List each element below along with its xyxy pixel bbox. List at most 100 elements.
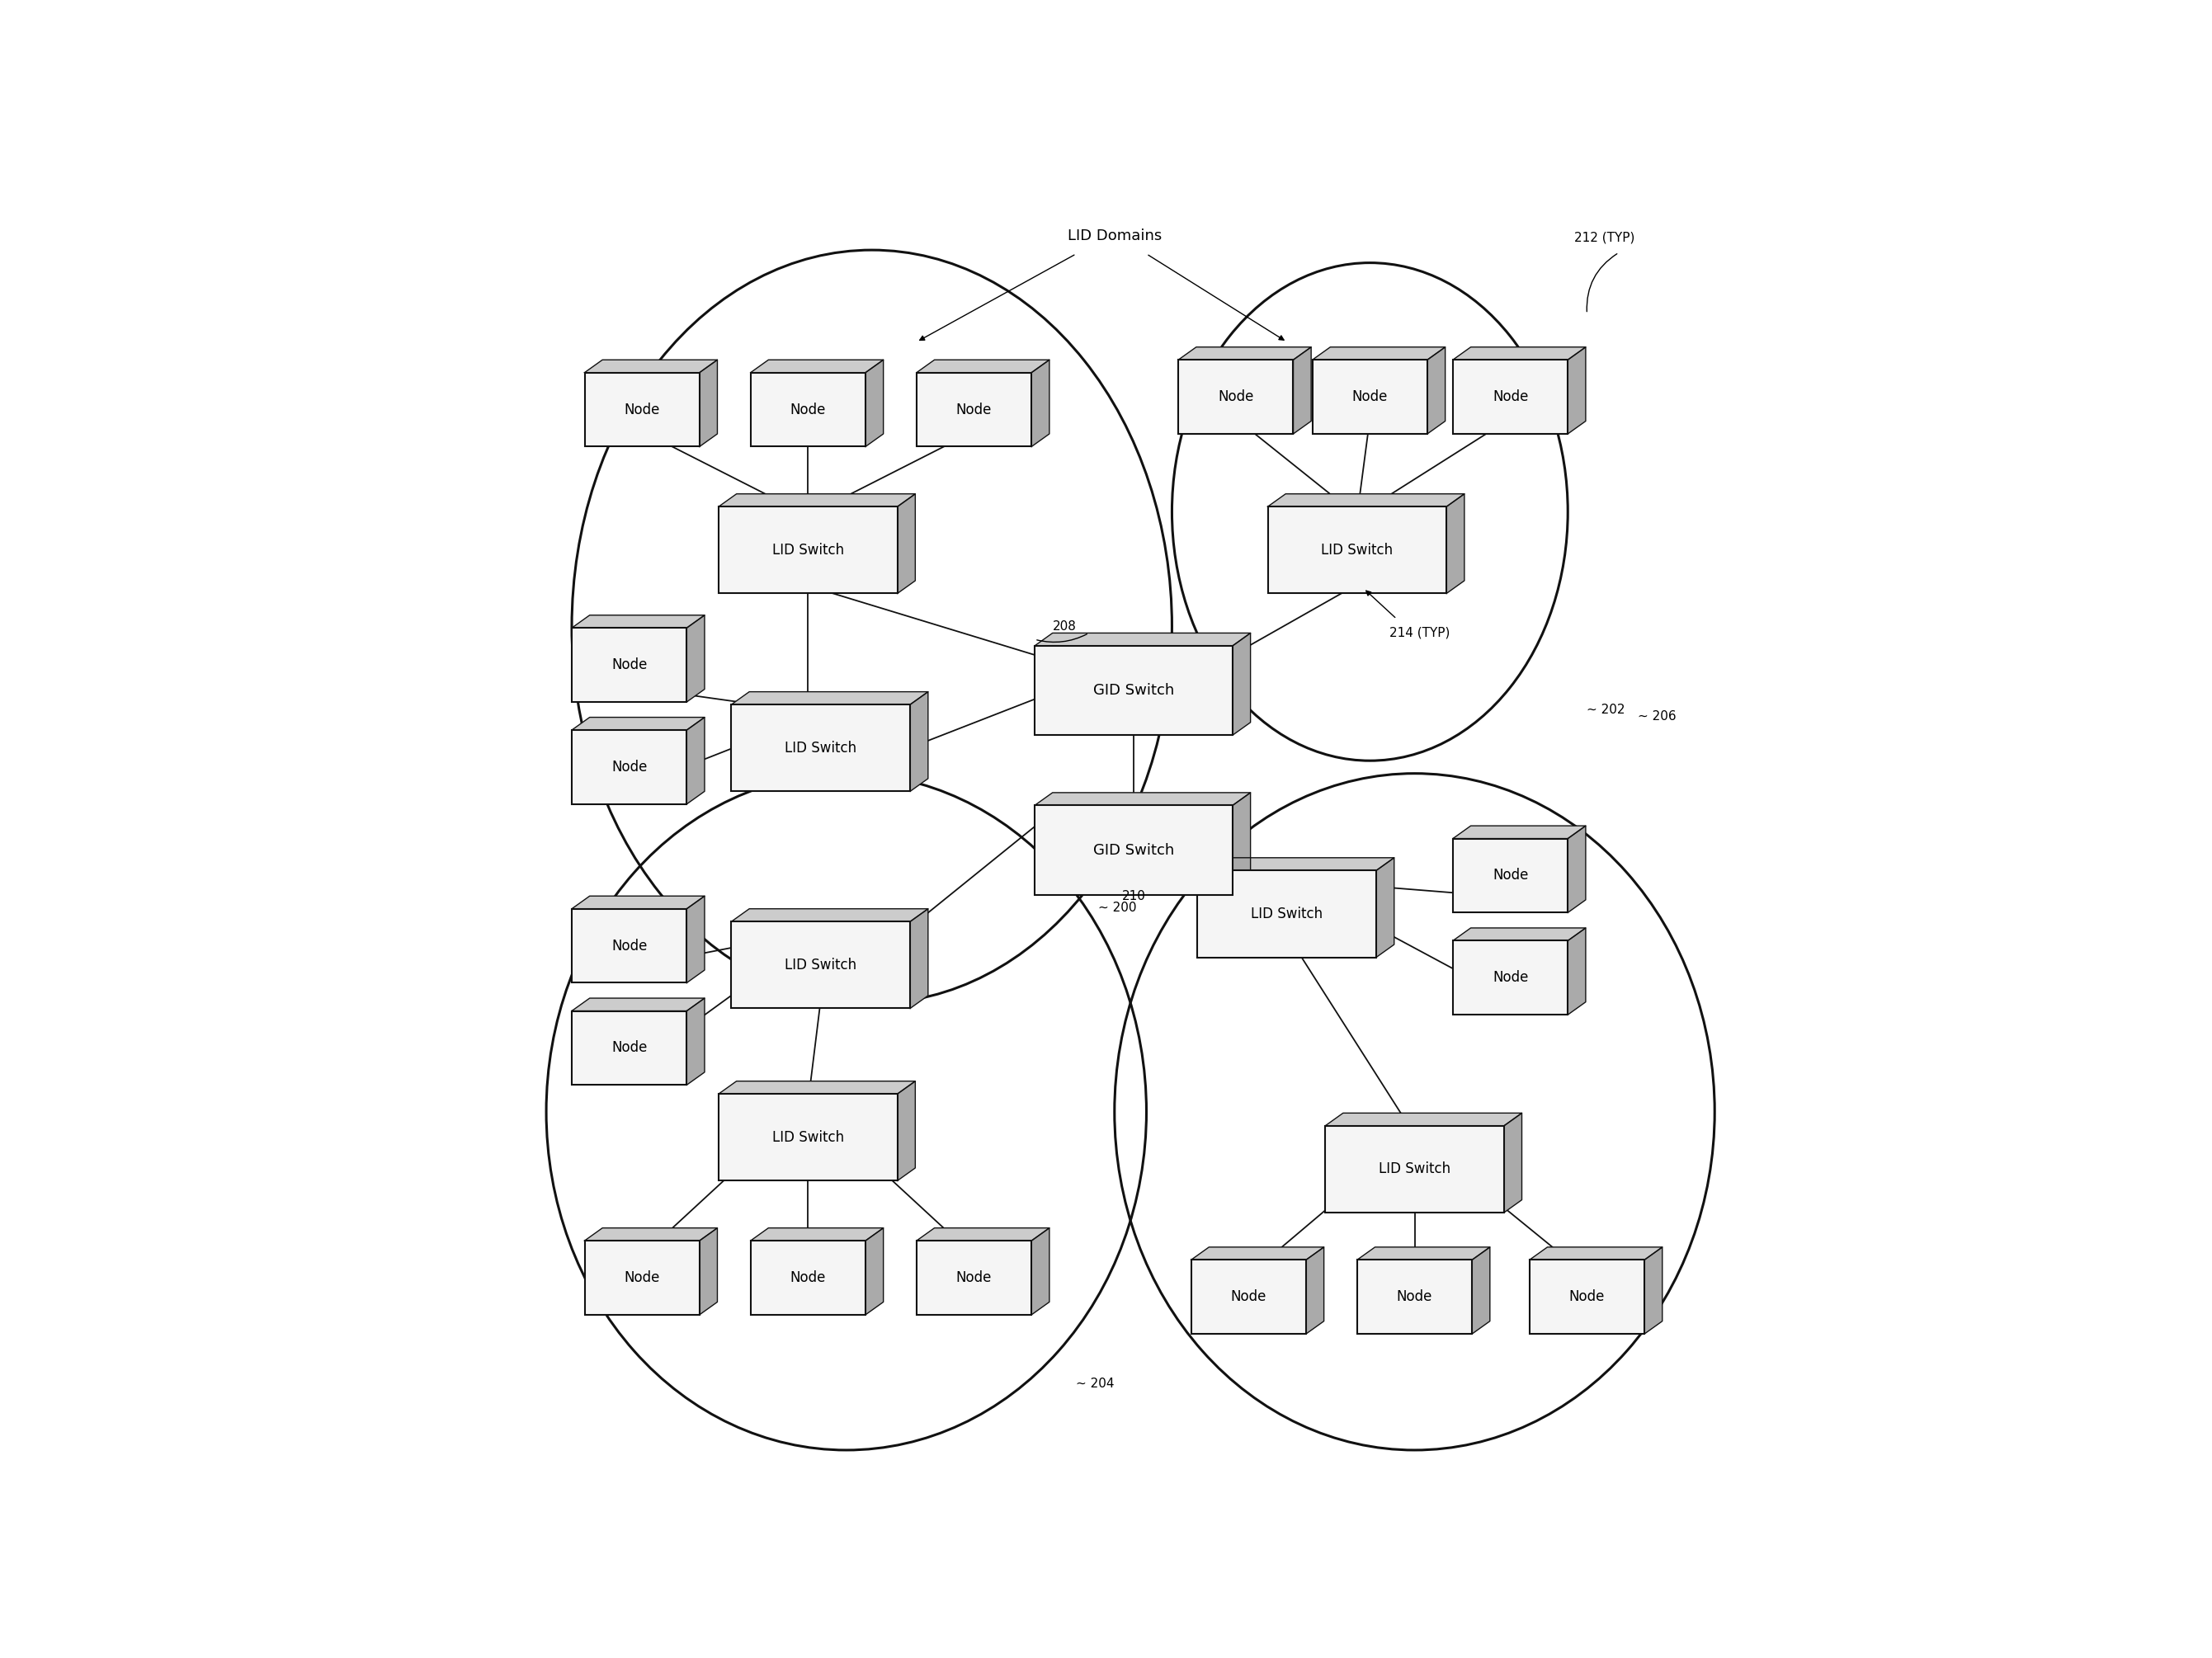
- Polygon shape: [1447, 494, 1464, 594]
- Bar: [719, 1094, 898, 1180]
- Bar: [1528, 1260, 1644, 1335]
- Polygon shape: [699, 1229, 717, 1315]
- Polygon shape: [1035, 633, 1250, 647]
- Text: ~ 200: ~ 200: [1097, 902, 1137, 914]
- Polygon shape: [1031, 360, 1048, 446]
- Bar: [1035, 806, 1232, 895]
- Bar: [1325, 1126, 1504, 1212]
- Bar: [750, 1240, 865, 1315]
- Text: LID Domains: LID Domains: [1068, 229, 1161, 244]
- Polygon shape: [1305, 1247, 1325, 1335]
- Text: Node: Node: [1493, 869, 1528, 884]
- Text: 208: 208: [1053, 620, 1077, 633]
- Polygon shape: [1528, 1247, 1661, 1260]
- Text: Node: Node: [1219, 390, 1254, 405]
- Polygon shape: [719, 1081, 916, 1094]
- Polygon shape: [916, 1229, 1048, 1240]
- Text: Node: Node: [611, 658, 648, 673]
- Polygon shape: [1031, 1229, 1048, 1315]
- Text: 212 (TYP): 212 (TYP): [1575, 230, 1635, 244]
- Text: Node: Node: [611, 759, 648, 774]
- Text: ~ 206: ~ 206: [1639, 710, 1677, 723]
- Polygon shape: [1504, 1113, 1522, 1212]
- Polygon shape: [686, 615, 706, 701]
- Polygon shape: [865, 1229, 883, 1315]
- Bar: [1035, 647, 1232, 734]
- Text: 214 (TYP): 214 (TYP): [1389, 627, 1449, 638]
- Text: LID Switch: LID Switch: [785, 958, 856, 972]
- Polygon shape: [584, 360, 717, 373]
- Text: ~ 202: ~ 202: [1586, 703, 1626, 716]
- Polygon shape: [732, 691, 929, 705]
- Bar: [1190, 1260, 1305, 1335]
- Bar: [584, 373, 699, 446]
- Polygon shape: [909, 909, 929, 1008]
- Text: Node: Node: [956, 1270, 991, 1285]
- Polygon shape: [1453, 928, 1586, 940]
- Text: Node: Node: [611, 1041, 648, 1056]
- Bar: [1197, 870, 1376, 957]
- Bar: [916, 373, 1031, 446]
- Bar: [571, 909, 686, 983]
- Polygon shape: [1376, 857, 1394, 957]
- Text: Node: Node: [790, 403, 825, 418]
- Polygon shape: [1179, 347, 1312, 360]
- Polygon shape: [1294, 347, 1312, 434]
- Polygon shape: [1644, 1247, 1661, 1335]
- Text: LID Switch: LID Switch: [1252, 907, 1323, 922]
- Bar: [732, 922, 909, 1008]
- Bar: [1179, 360, 1294, 434]
- Polygon shape: [1471, 1247, 1491, 1335]
- Text: LID Switch: LID Switch: [772, 1129, 845, 1144]
- Polygon shape: [898, 1081, 916, 1180]
- Polygon shape: [686, 998, 706, 1084]
- Text: Node: Node: [1493, 970, 1528, 985]
- Bar: [916, 1240, 1031, 1315]
- Bar: [1358, 1260, 1471, 1335]
- Text: Node: Node: [1352, 390, 1387, 405]
- Text: GID Switch: GID Switch: [1093, 683, 1175, 698]
- Polygon shape: [1312, 347, 1444, 360]
- Polygon shape: [1190, 1247, 1325, 1260]
- Polygon shape: [916, 360, 1048, 373]
- Polygon shape: [571, 998, 706, 1011]
- Polygon shape: [699, 360, 717, 446]
- Polygon shape: [732, 909, 929, 922]
- Bar: [1267, 507, 1447, 594]
- Text: Node: Node: [1230, 1290, 1267, 1305]
- Text: Node: Node: [624, 403, 659, 418]
- Polygon shape: [1568, 928, 1586, 1015]
- Polygon shape: [571, 718, 706, 730]
- Polygon shape: [1197, 857, 1394, 870]
- Polygon shape: [1325, 1113, 1522, 1126]
- Polygon shape: [1568, 826, 1586, 912]
- Polygon shape: [584, 1229, 717, 1240]
- Bar: [750, 373, 865, 446]
- Text: Node: Node: [790, 1270, 825, 1285]
- Bar: [732, 705, 909, 791]
- Polygon shape: [686, 718, 706, 804]
- Polygon shape: [1232, 793, 1250, 895]
- Polygon shape: [1035, 793, 1250, 806]
- Bar: [1453, 940, 1568, 1015]
- Bar: [1312, 360, 1427, 434]
- Bar: [1453, 839, 1568, 912]
- Text: GID Switch: GID Switch: [1093, 842, 1175, 857]
- Polygon shape: [571, 895, 706, 909]
- Text: Node: Node: [1396, 1290, 1433, 1305]
- Bar: [571, 730, 686, 804]
- Bar: [1453, 360, 1568, 434]
- Bar: [571, 1011, 686, 1084]
- Text: ~ 204: ~ 204: [1077, 1378, 1115, 1389]
- Polygon shape: [1232, 633, 1250, 734]
- Polygon shape: [898, 494, 916, 594]
- Polygon shape: [1568, 347, 1586, 434]
- Polygon shape: [719, 494, 916, 507]
- Polygon shape: [1267, 494, 1464, 507]
- Text: Node: Node: [1568, 1290, 1606, 1305]
- Polygon shape: [1453, 826, 1586, 839]
- Text: Node: Node: [956, 403, 991, 418]
- Polygon shape: [1358, 1247, 1491, 1260]
- Text: LID Switch: LID Switch: [772, 542, 845, 557]
- Text: Node: Node: [1493, 390, 1528, 405]
